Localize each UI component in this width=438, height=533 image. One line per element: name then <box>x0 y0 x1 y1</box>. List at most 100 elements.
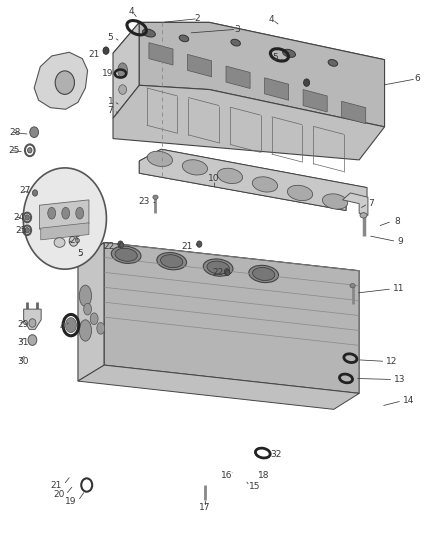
Circle shape <box>304 79 310 86</box>
Ellipse shape <box>62 207 70 219</box>
Ellipse shape <box>118 63 127 78</box>
Text: 31: 31 <box>18 338 29 346</box>
Circle shape <box>32 190 38 196</box>
Ellipse shape <box>249 265 279 282</box>
Text: 4: 4 <box>269 15 274 24</box>
Text: 14: 14 <box>403 397 414 405</box>
Text: 10: 10 <box>208 174 219 183</box>
Text: 29: 29 <box>18 320 29 328</box>
Circle shape <box>224 269 230 275</box>
Text: 26: 26 <box>69 237 81 245</box>
Ellipse shape <box>182 160 208 175</box>
Ellipse shape <box>90 313 98 325</box>
Circle shape <box>120 243 124 248</box>
Text: 6: 6 <box>415 75 420 83</box>
Polygon shape <box>78 243 359 288</box>
Text: 18: 18 <box>258 471 269 480</box>
Polygon shape <box>139 149 367 211</box>
Text: 22: 22 <box>212 269 223 277</box>
Circle shape <box>28 335 37 345</box>
Text: 28: 28 <box>10 128 21 136</box>
Polygon shape <box>113 22 139 118</box>
Polygon shape <box>149 43 173 65</box>
Ellipse shape <box>147 151 173 166</box>
Polygon shape <box>343 193 368 215</box>
Ellipse shape <box>115 248 137 261</box>
Text: 9: 9 <box>398 237 403 246</box>
Ellipse shape <box>97 322 105 334</box>
Text: 7: 7 <box>368 199 374 208</box>
Circle shape <box>30 127 39 138</box>
Text: 25: 25 <box>15 226 27 235</box>
Polygon shape <box>303 90 327 112</box>
Text: 7: 7 <box>107 106 113 115</box>
Ellipse shape <box>252 177 278 192</box>
Ellipse shape <box>207 261 229 274</box>
Polygon shape <box>24 309 41 329</box>
Circle shape <box>23 168 106 269</box>
Ellipse shape <box>179 35 189 42</box>
Ellipse shape <box>350 284 355 288</box>
Polygon shape <box>78 243 104 381</box>
Ellipse shape <box>48 207 56 219</box>
Circle shape <box>226 270 230 276</box>
Text: 11: 11 <box>393 285 405 293</box>
Polygon shape <box>139 161 346 211</box>
Ellipse shape <box>360 213 367 218</box>
Circle shape <box>103 47 109 54</box>
Text: 15: 15 <box>249 482 260 490</box>
Polygon shape <box>139 149 367 198</box>
Ellipse shape <box>161 255 183 268</box>
Ellipse shape <box>231 39 240 46</box>
Ellipse shape <box>217 168 243 183</box>
Text: 17: 17 <box>199 503 211 512</box>
Ellipse shape <box>79 320 92 341</box>
Polygon shape <box>113 22 385 90</box>
Text: 4: 4 <box>59 322 65 330</box>
Ellipse shape <box>28 148 32 153</box>
Text: 27: 27 <box>20 187 31 195</box>
Ellipse shape <box>66 318 76 333</box>
Ellipse shape <box>76 207 84 219</box>
Text: 30: 30 <box>18 357 29 366</box>
Text: 12: 12 <box>386 357 398 366</box>
Text: 8: 8 <box>394 217 400 225</box>
Ellipse shape <box>111 246 141 263</box>
Text: 13: 13 <box>394 375 406 384</box>
Polygon shape <box>78 365 359 409</box>
Polygon shape <box>39 200 89 229</box>
Text: 1: 1 <box>108 97 114 106</box>
Text: 20: 20 <box>53 490 65 499</box>
Ellipse shape <box>119 85 127 94</box>
Ellipse shape <box>253 268 275 280</box>
Polygon shape <box>41 223 89 240</box>
Polygon shape <box>104 243 359 393</box>
Text: 21: 21 <box>88 50 100 59</box>
Polygon shape <box>113 85 385 160</box>
Text: 24: 24 <box>13 213 25 222</box>
Text: 16: 16 <box>221 471 232 480</box>
Text: 19: 19 <box>102 69 113 78</box>
Text: 19: 19 <box>65 497 77 505</box>
Text: 25: 25 <box>9 146 20 155</box>
Text: 3: 3 <box>234 25 240 34</box>
Ellipse shape <box>84 303 92 315</box>
Ellipse shape <box>54 238 65 247</box>
Ellipse shape <box>287 185 313 200</box>
Ellipse shape <box>69 236 78 246</box>
Text: 21: 21 <box>51 481 62 489</box>
Text: 32: 32 <box>271 450 282 458</box>
Ellipse shape <box>203 259 233 276</box>
Ellipse shape <box>328 60 338 66</box>
Circle shape <box>55 71 74 94</box>
Circle shape <box>197 241 202 247</box>
Polygon shape <box>342 101 366 124</box>
Text: 4: 4 <box>129 7 134 16</box>
Circle shape <box>25 215 29 220</box>
Polygon shape <box>226 66 250 88</box>
Text: 5: 5 <box>107 33 113 42</box>
Text: 23: 23 <box>138 197 150 206</box>
Text: 5: 5 <box>78 249 83 257</box>
Ellipse shape <box>142 29 155 37</box>
Circle shape <box>25 228 29 233</box>
